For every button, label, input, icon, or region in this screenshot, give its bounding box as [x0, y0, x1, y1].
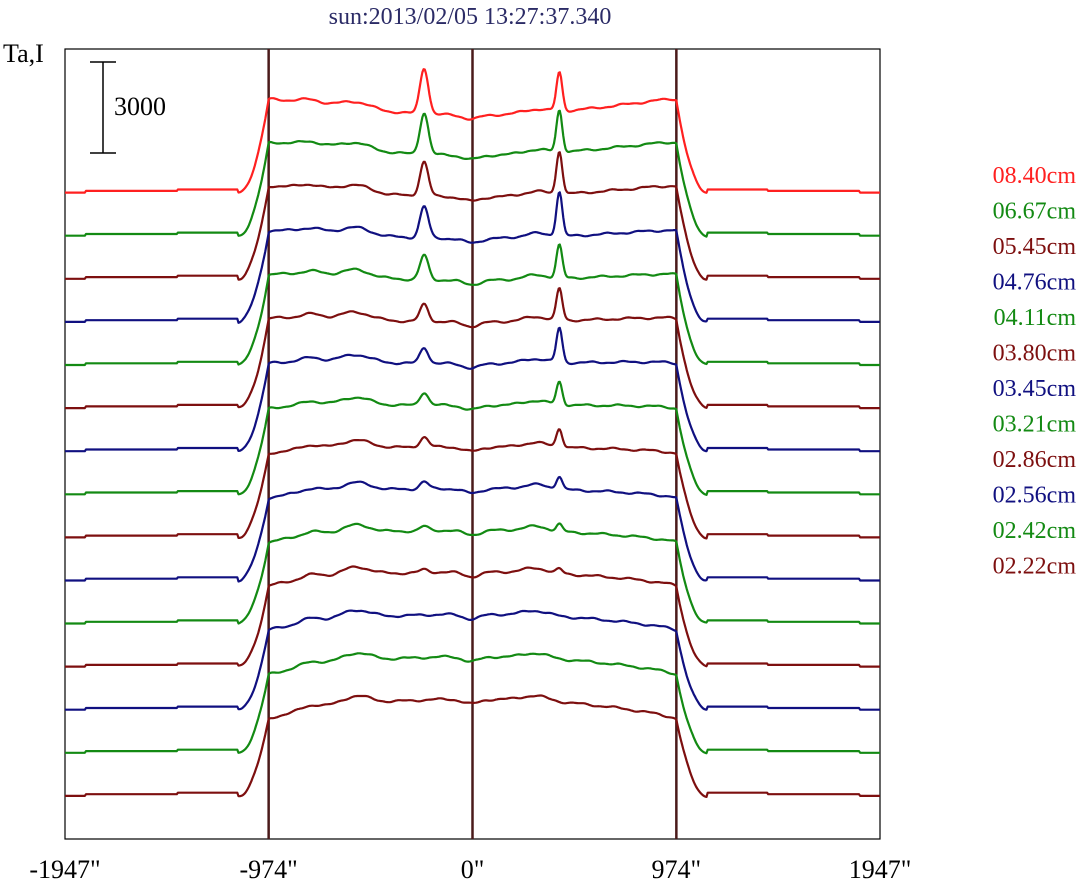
series-line-0 [65, 68, 880, 194]
x-tick-label: 1947" [849, 855, 912, 884]
scale-bar-label: 3000 [114, 92, 166, 121]
legend: 08.40cm 06.67cm 05.45cm 04.76cm 04.11cm 03.80… [993, 163, 1077, 580]
legend-entry: 02.56cm [993, 483, 1077, 509]
series-line-4 [65, 243, 880, 367]
legend-entry: 02.86cm [993, 447, 1077, 473]
legend-entry: 02.42cm [993, 518, 1077, 544]
legend-entry: 06.67cm [993, 199, 1077, 225]
reference-lines [267, 49, 678, 839]
x-tick-label: 0" [461, 855, 485, 884]
series-line-3 [65, 191, 880, 324]
series-line-11 [65, 565, 880, 668]
series-line-10 [65, 522, 880, 625]
legend-entry: 02.22cm [993, 554, 1077, 580]
series-line-13 [65, 652, 880, 755]
series-line-12 [65, 609, 880, 711]
series-group [65, 68, 880, 798]
x-tick-label: 974" [652, 855, 702, 884]
series-line-6 [65, 326, 880, 453]
series-line-2 [65, 151, 880, 281]
series-line-1 [65, 109, 880, 238]
series-line-5 [65, 287, 880, 410]
legend-entry: 03.21cm [993, 412, 1077, 438]
series-line-8 [65, 428, 880, 540]
chart-title: sun:2013/02/05 13:27:37.340 [329, 4, 612, 30]
x-tick-labels: -1947" -974" 0" 974" 1947" [29, 855, 911, 884]
legend-entry: 04.76cm [993, 270, 1077, 296]
series-line-14 [65, 694, 880, 798]
x-tick-label: -1947" [29, 855, 100, 884]
scale-bar: 3000 [90, 61, 166, 154]
x-tick-label: -974" [240, 855, 298, 884]
legend-entry: 08.40cm [993, 163, 1077, 189]
legend-entry: 05.45cm [993, 234, 1077, 260]
legend-entry: 03.80cm [993, 341, 1077, 367]
series-line-9 [65, 475, 880, 583]
y-axis-label: Ta,I [3, 39, 44, 68]
legend-entry: 04.11cm [994, 305, 1077, 331]
legend-entry: 03.45cm [993, 376, 1077, 402]
series-line-7 [65, 380, 880, 496]
